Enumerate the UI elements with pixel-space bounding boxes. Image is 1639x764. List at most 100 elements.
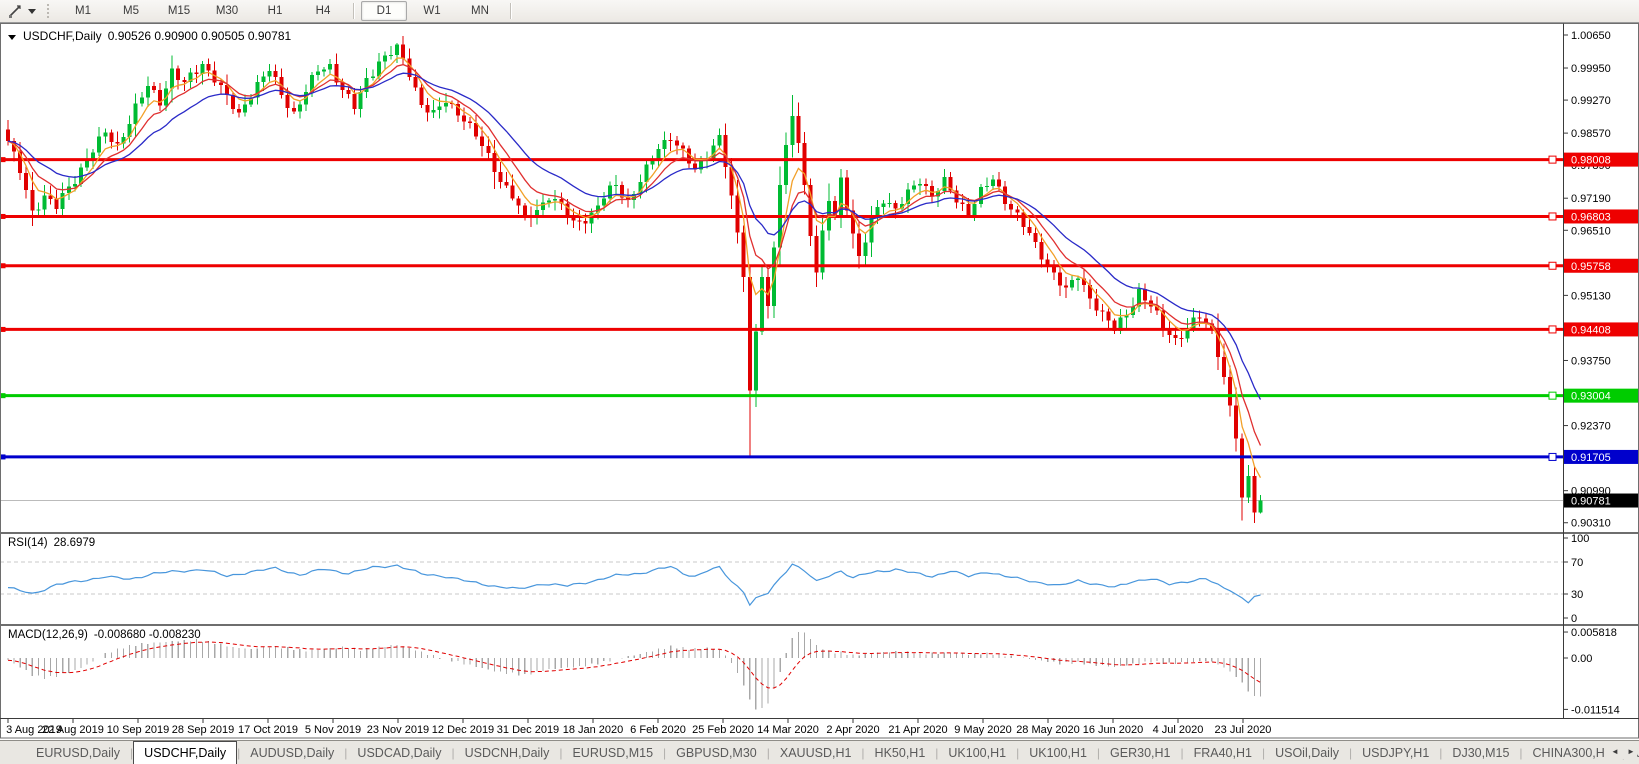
toolbar-separator	[510, 3, 511, 19]
timeframe-button-h4[interactable]: H4	[315, 5, 331, 17]
rsi-name: RSI(14)	[8, 537, 48, 549]
toolbar-separator	[353, 3, 354, 19]
tab-separator: |	[1519, 746, 1523, 760]
rsi-value: 28.6979	[53, 537, 96, 549]
date-axis-label: 17 Oct 2019	[238, 724, 298, 736]
tab-xauusd-h1[interactable]: XAUUSD,H1	[779, 746, 852, 760]
crosshair-cursor-icon-svg	[9, 5, 21, 18]
price-axis-label: 0.99270	[1571, 95, 1611, 107]
price-line-badge	[1564, 388, 1638, 403]
date-axis-label: 23 Nov 2019	[367, 724, 429, 736]
price-pane[interactable]	[0, 36, 1563, 523]
line-right-handle[interactable]	[1548, 155, 1557, 164]
date-axis-label: 18 Jan 2020	[563, 724, 624, 736]
tab-eurusd-daily[interactable]: EURUSD,Daily	[36, 746, 121, 760]
tab-separator: |	[1180, 746, 1184, 760]
tab-separator: |	[130, 746, 134, 760]
tab-eurusd-m15[interactable]: EURUSD,M15	[572, 746, 654, 760]
date-axis-label: 2 Apr 2020	[826, 724, 879, 736]
line-right-handle[interactable]	[1548, 391, 1557, 400]
timeframe-button-m15[interactable]: M15	[167, 5, 191, 17]
rsi-axis-label: 0	[1571, 613, 1577, 625]
line-right-handle[interactable]	[1548, 212, 1557, 221]
date-axis-label: 4 Jul 2020	[1153, 724, 1204, 736]
rsi-line	[7, 563, 1261, 607]
line-right-handle[interactable]	[1548, 325, 1557, 334]
tab-hk50-h1[interactable]: HK50,H1	[874, 746, 926, 760]
macd-indicator-label: MACD(12,26,9) -0.008680 -0.008230	[8, 629, 201, 641]
tab-separator: |	[344, 746, 348, 760]
price-axis-label: 0.99950	[1571, 63, 1611, 75]
tab-separator: |	[237, 746, 241, 760]
line-left-handle[interactable]	[1, 393, 6, 399]
tab-separator: |	[1349, 746, 1353, 760]
tab-usdcad-daily[interactable]: USDCAD,Daily	[357, 746, 442, 760]
tab-separator: |	[663, 746, 667, 760]
price-axis-label: 0.90310	[1571, 518, 1611, 530]
tab-separator: |	[766, 746, 770, 760]
timeframe-button-m5[interactable]: M5	[123, 5, 139, 17]
line-left-handle[interactable]	[1, 213, 6, 219]
line-left-handle[interactable]	[1, 263, 6, 269]
tool-dropdown-arrow-icon[interactable]	[28, 8, 36, 14]
tab-uk100-h1[interactable]: UK100,H1	[948, 746, 1007, 760]
chart-collapse-arrow-icon[interactable]	[8, 35, 16, 40]
crosshair-cursor-icon[interactable]	[4, 2, 26, 20]
tab-usoil-daily[interactable]: USOil,Daily	[1275, 746, 1339, 760]
tab-scroll-arrows: ◄ ►	[1605, 745, 1637, 759]
macd-pane[interactable]	[7, 632, 1262, 710]
price-axis-label: 0.98570	[1571, 128, 1611, 140]
date-axis-label: 23 Jul 2020	[1215, 724, 1272, 736]
date-axis-label: 14 Mar 2020	[757, 724, 819, 736]
date-axis-label: 6 Feb 2020	[630, 724, 686, 736]
macd-axis-label: -0.011514	[1571, 704, 1620, 716]
tab-gbpusd-m30[interactable]: GBPUSD,M30	[676, 746, 757, 760]
tab-scroll-right-button[interactable]: ►	[1627, 747, 1635, 756]
price-line-badge-label: 0.96803	[1571, 211, 1611, 223]
toolbar-drag-grip[interactable]	[46, 3, 51, 19]
tab-separator: |	[1016, 746, 1020, 760]
rsi-indicator-label: RSI(14) 28.6979	[8, 537, 95, 549]
date-axis-label: 28 Sep 2019	[172, 724, 234, 736]
price-line-badge-label: 0.98008	[1571, 155, 1611, 167]
timeframe-button-h1[interactable]: H1	[267, 5, 283, 17]
price-line-badge	[1564, 209, 1638, 224]
rsi-axis-label: 100	[1571, 533, 1589, 545]
timeframe-button-m1[interactable]: M1	[75, 5, 91, 17]
rsi-pane[interactable]	[0, 561, 1563, 607]
tab-usdchf-daily[interactable]: USDCHF,Daily	[133, 741, 238, 764]
tab-audusd-daily[interactable]: AUDUSD,Daily	[250, 746, 335, 760]
timeframe-button-mn[interactable]: MN	[471, 5, 489, 17]
tab-uk100-h1[interactable]: UK100,H1	[1029, 746, 1087, 760]
tab-ger30-h1[interactable]: GER30,H1	[1110, 746, 1171, 760]
line-right-handle[interactable]	[1548, 452, 1557, 461]
tab-usdjpy-h1[interactable]: USDJPY,H1	[1362, 746, 1430, 760]
tab-dj30-m15[interactable]: DJ30,M15	[1452, 746, 1510, 760]
price-axis-label: 0.93750	[1571, 355, 1611, 367]
price-axis-label: 0.92370	[1571, 421, 1611, 433]
line-left-handle[interactable]	[1, 454, 6, 460]
timeframe-toolbar: M1 M5 M15 M30 H1 H4 D1 W1 MN	[0, 0, 1639, 23]
line-left-handle[interactable]	[1, 326, 6, 332]
date-axis-label: 16 Jun 2020	[1083, 724, 1144, 736]
macd-axis-label: 0.005818	[1571, 627, 1617, 639]
line-right-handle[interactable]	[1548, 261, 1557, 270]
timeframe-button-w1[interactable]: W1	[423, 5, 441, 17]
timeframe-button-d1[interactable]: D1	[361, 1, 407, 21]
tab-separator: |	[1096, 746, 1101, 760]
timeframe-button-m30[interactable]: M30	[215, 5, 239, 17]
chart-canvas[interactable]: 1.006500.999500.992700.985700.978900.971…	[0, 0, 1639, 740]
tab-scroll-left-button[interactable]: ◄	[1611, 747, 1619, 756]
date-axis-label: 25 Feb 2020	[692, 724, 754, 736]
tab-fra40-h1[interactable]: FRA40,H1	[1193, 746, 1252, 760]
tab-separator: |	[451, 746, 455, 760]
price-line-badge-label: 0.91705	[1571, 452, 1611, 464]
macd-signal-line	[7, 641, 1261, 689]
price-line-badge	[1564, 152, 1638, 167]
price-line-badge-label: 0.94408	[1571, 324, 1611, 336]
price-line-badge-label: 0.93004	[1571, 391, 1611, 403]
line-left-handle[interactable]	[1, 157, 6, 163]
candlestick-series	[6, 36, 1263, 523]
tab-china300-h4[interactable]: CHINA300,H4	[1532, 746, 1612, 760]
tab-usdcnh-daily[interactable]: USDCNH,Daily	[464, 746, 550, 760]
